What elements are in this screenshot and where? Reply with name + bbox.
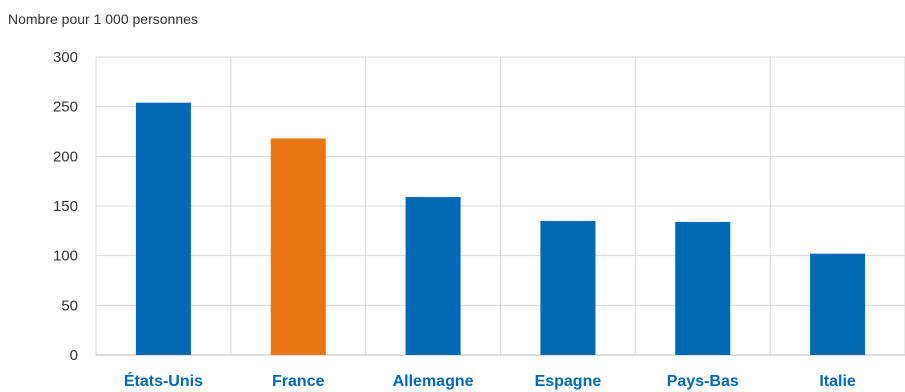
bar [540,220,596,355]
y-tick-label: 200 [53,148,78,165]
y-axis-title: Nombre pour 1 000 personnes [8,11,198,27]
bar [675,221,731,355]
y-axis-ticks: 0 50 100 150 200 250 300 [53,49,78,364]
y-tick-label: 50 [61,297,78,314]
x-axis-ticks: États-Unis France Allemagne Espagne Pays-Bas… [124,371,856,390]
y-tick-label: 150 [53,198,78,215]
y-tick-label: 250 [53,99,78,116]
x-tick-label: Pays-Bas [667,373,739,390]
grid-layer [95,56,905,356]
bar [810,253,866,355]
bar [270,138,326,355]
bar-layer [135,102,866,356]
bar [405,197,461,355]
y-tick-label: 0 [70,347,78,364]
x-tick-label: Italie [819,373,856,390]
y-tick-label: 300 [53,49,78,66]
y-tick-label: 100 [53,248,78,265]
x-tick-label: Allemagne [393,373,474,390]
x-tick-label: États-Unis [124,371,203,390]
x-tick-label: France [272,373,325,390]
x-tick-label: Espagne [535,373,602,390]
bar [135,102,191,356]
